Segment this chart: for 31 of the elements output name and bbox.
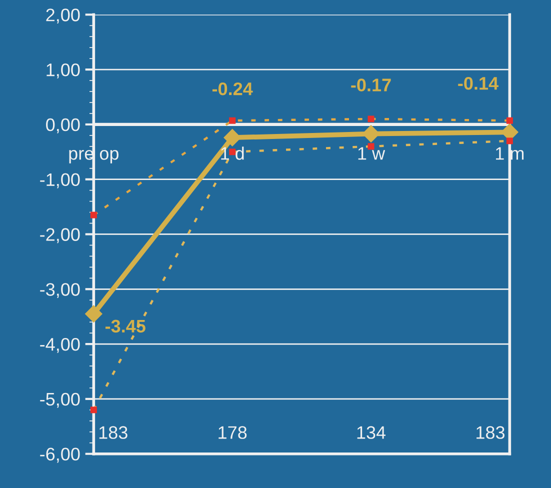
point: [506, 117, 513, 124]
y-tick-label: 1,00: [46, 63, 80, 78]
point: [224, 129, 241, 146]
point: [90, 212, 97, 218]
x-tick-label: pre op: [69, 150, 119, 164]
annotation: 183: [476, 426, 504, 439]
y-tick-label: -4,00: [40, 338, 80, 353]
x-tick-label: 1 w: [358, 147, 386, 160]
point: [229, 117, 236, 124]
y-tick-label: 2,00: [46, 8, 80, 24]
annotation: 134: [357, 426, 386, 439]
point: [90, 406, 97, 414]
data-label: -0.14: [458, 76, 498, 90]
point: [368, 143, 374, 150]
annotation: 183: [99, 426, 128, 439]
y-tick-label: -6,00: [40, 448, 80, 463]
point: [85, 305, 102, 322]
x-tick-label: 1 m: [496, 147, 524, 160]
point: [368, 116, 374, 122]
y-tick-label: -2,00: [40, 228, 80, 244]
point: [506, 138, 513, 144]
point: [229, 148, 236, 156]
data-label: -0.24: [212, 82, 253, 96]
y-tick-label: 0,00: [46, 118, 80, 134]
y-tick-label: -5,00: [40, 392, 80, 408]
y-tick-label: -1,00: [40, 173, 80, 188]
x-tick-label: 1 d: [221, 146, 244, 160]
data-label: -3.45: [105, 320, 146, 333]
annotation: 178: [218, 426, 247, 439]
y-tick-label: -3,00: [40, 283, 80, 298]
data-label: -0.17: [351, 78, 391, 92]
